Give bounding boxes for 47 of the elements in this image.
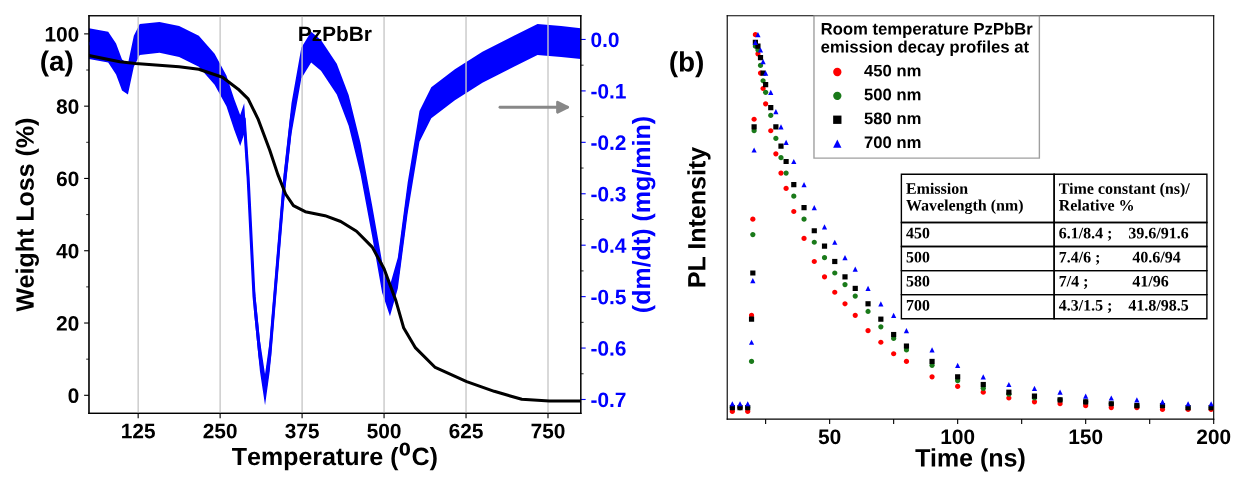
y2-tick-label: -0.5 [591, 289, 626, 305]
x-tick-label: 375 [285, 423, 319, 439]
annotation: 580 [906, 275, 930, 287]
y2-tick-label: -0.6 [591, 341, 626, 356]
annotation: 4.3/1.5 ; 41.8/98.5 [1058, 299, 1189, 313]
text: (b) [670, 51, 703, 78]
y-tick-label: 60 [56, 171, 79, 187]
chart-title: PzPbBr [299, 25, 372, 42]
text: (a) [41, 50, 73, 77]
x-tick-label: 750 [531, 423, 565, 439]
x-tick-label: 50 [818, 429, 841, 445]
x-tick-label: 100 [941, 429, 975, 445]
annotation: 7.4/6 ; 40.6/94 [1059, 251, 1181, 265]
legend-label: 580 nm [864, 112, 921, 125]
y2-tick-label: -0.4 [591, 238, 627, 253]
annotation: 7/4 ; 41/96 [1059, 275, 1169, 289]
y-tick-label: 0 [68, 388, 79, 404]
legend-label: 700 nm [864, 136, 921, 149]
x-tick-label: 125 [122, 423, 155, 439]
y-tick-label: 100 [45, 26, 79, 42]
x-tick-label: 500 [367, 423, 401, 439]
annotation: 500 [906, 251, 930, 263]
y-tick-label: 80 [56, 99, 79, 114]
y-axis-title: Weight Loss (%) [15, 118, 39, 312]
y2-tick-label: -0.2 [591, 135, 626, 151]
y-tick-label: 40 [56, 243, 79, 259]
y2-axis-title: (dm/dt) (mg/min) [631, 117, 656, 312]
annotation: 6.1/8.4 ; 39.6/91.6 [1059, 227, 1189, 241]
y2-tick-label: -0.1 [591, 83, 626, 99]
legend-label: 450 nm [864, 64, 921, 77]
y-tick-label: 20 [56, 316, 79, 331]
x-tick-label: 200 [1197, 429, 1231, 445]
annotation: Time constant (ns)/ Relative % [1058, 182, 1190, 211]
annotation: 450 [906, 227, 930, 239]
annotation: Emission Wavelength (nm) [906, 182, 1023, 215]
x-tick-label: 625 [449, 423, 483, 439]
x-tick-label: 250 [203, 423, 237, 439]
x-tick-label: 150 [1069, 429, 1103, 445]
legend-label: 500 nm [864, 88, 921, 101]
y-axis-title: PL Intensity [687, 146, 711, 287]
y2-tick-label: -0.3 [591, 186, 626, 202]
x-axis-title: Time (ns) [915, 448, 1025, 472]
y2-tick-label: 0.0 [591, 32, 619, 48]
x-axis-title: Temperature ($^{0}$C) [232, 442, 437, 471]
legend-title: Room temperature PzPbBr emission decay profiles at [821, 22, 1033, 56]
annotation: 700 [906, 299, 930, 311]
y2-tick-label: -0.7 [591, 392, 626, 408]
